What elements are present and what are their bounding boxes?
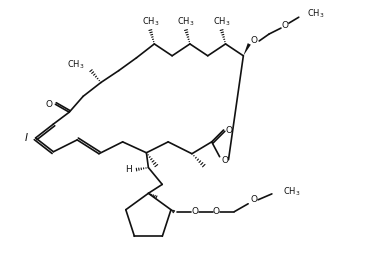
Polygon shape xyxy=(243,43,251,56)
Text: O: O xyxy=(221,156,228,165)
Text: CH$_3$: CH$_3$ xyxy=(177,16,195,28)
Text: CH$_3$: CH$_3$ xyxy=(213,16,230,28)
Text: O: O xyxy=(281,21,288,30)
Text: I: I xyxy=(25,133,28,143)
Text: CH$_3$: CH$_3$ xyxy=(142,16,159,28)
Text: O: O xyxy=(225,126,232,135)
Text: O: O xyxy=(251,37,258,46)
Text: O: O xyxy=(251,195,258,204)
Text: CH$_3$: CH$_3$ xyxy=(283,186,300,198)
Text: O: O xyxy=(46,100,53,109)
Text: H: H xyxy=(125,165,132,174)
Text: O: O xyxy=(191,207,198,216)
Text: O: O xyxy=(213,207,220,216)
Text: CH$_3$: CH$_3$ xyxy=(66,59,84,71)
Text: CH$_3$: CH$_3$ xyxy=(307,8,324,20)
